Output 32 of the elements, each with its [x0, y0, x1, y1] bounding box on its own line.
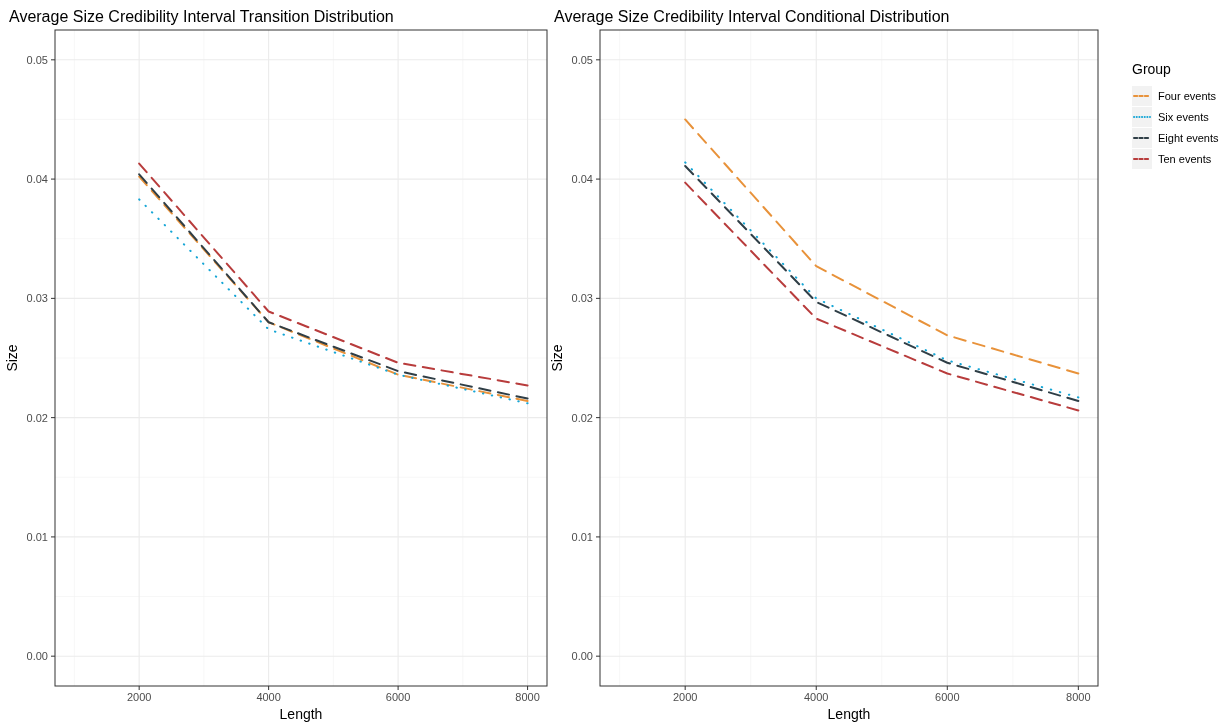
chart-title: Average Size Credibility Interval Conditional Distribution	[554, 8, 950, 25]
legend-label: Six events	[1158, 111, 1210, 123]
x-tick-label: 6000	[385, 691, 411, 703]
x-tick-label: 4000	[256, 691, 281, 703]
legend-title: Group	[1132, 61, 1172, 77]
y-tick-label: 0.01	[26, 530, 48, 543]
legend-label: Eight events	[1158, 132, 1220, 144]
y-tick-label: 0.00	[571, 650, 593, 663]
legend-label: Four events	[1158, 90, 1217, 102]
y-tick-label: 0.05	[26, 53, 48, 66]
y-tick-label: 0.03	[571, 292, 593, 305]
y-tick-label: 0.05	[571, 53, 593, 66]
x-tick-label: 2000	[126, 691, 152, 703]
y-tick-label: 0.02	[26, 411, 48, 424]
x-tick-label: 2000	[672, 691, 698, 703]
legend-label: Ten events	[1158, 153, 1212, 165]
y-tick-label: 0.00	[26, 650, 48, 663]
x-tick-label: 6000	[935, 691, 960, 703]
y-axis-title: Size	[4, 344, 20, 372]
x-tick-label: 8000	[515, 691, 540, 703]
y-tick-label: 0.04	[571, 173, 593, 186]
line-series	[684, 118, 1080, 375]
x-axis-title: Length	[827, 706, 871, 722]
x-axis-title: Length	[279, 706, 323, 722]
y-axis-title: Size	[549, 344, 565, 372]
y-tick-label: 0.01	[571, 530, 593, 543]
x-tick-label: 8000	[1066, 691, 1091, 703]
x-tick-label: 4000	[803, 691, 829, 703]
y-tick-label: 0.03	[26, 292, 48, 305]
chart-title: Average Size Credibility Interval Transition Distribution	[9, 8, 394, 25]
y-tick-label: 0.02	[571, 411, 593, 424]
y-tick-label: 0.04	[26, 173, 48, 186]
